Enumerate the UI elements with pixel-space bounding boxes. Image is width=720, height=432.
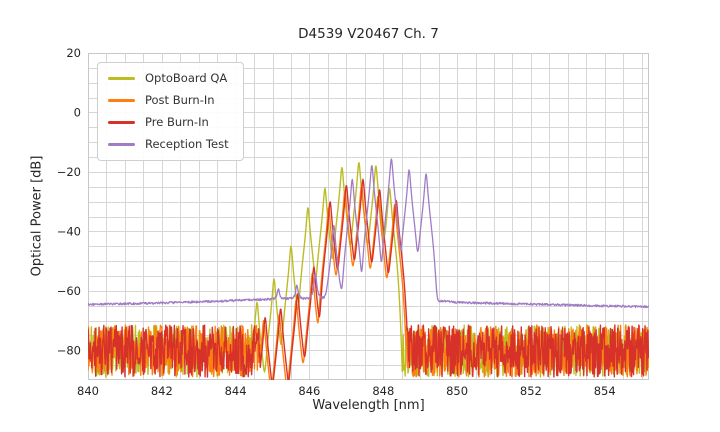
legend-line-swatch	[108, 143, 135, 146]
plot-border	[88, 53, 649, 380]
x-tick-label: 840	[77, 384, 99, 398]
tick-labels: 840 842 844 846 848 850 852 854 20 0 −20 −40 −60 −80	[57, 46, 616, 398]
x-tick-label: 852	[520, 384, 542, 398]
x-tick-label: 846	[298, 384, 320, 398]
legend-line-swatch	[108, 77, 135, 80]
legend-item-reception-test: Reception Test	[108, 136, 229, 153]
series-lines	[88, 158, 649, 380]
x-tick-label: 844	[225, 384, 247, 398]
y-tick-label: 20	[66, 46, 81, 60]
legend: OptoBoard QA Post Burn-In Pre Burn-In Re…	[97, 62, 244, 161]
x-tick-label: 848	[372, 384, 394, 398]
legend-line-swatch	[108, 121, 135, 124]
legend-item-pre-burn-in: Pre Burn-In	[108, 114, 229, 131]
x-tick-label: 850	[446, 384, 468, 398]
y-tick-label: −40	[57, 224, 81, 238]
x-axis-label: Wavelength [nm]	[312, 398, 425, 413]
y-tick-label: 0	[74, 106, 81, 120]
legend-label: OptoBoard QA	[145, 70, 228, 85]
y-tick-label: −60	[57, 284, 81, 298]
legend-item-post-burn-in: Post Burn-In	[108, 92, 229, 109]
y-tick-label: −20	[57, 165, 81, 179]
y-tick-label: −80	[57, 343, 81, 357]
x-tick-label: 842	[151, 384, 173, 398]
series-line-pre-burn-in	[88, 178, 649, 380]
legend-line-swatch	[108, 99, 135, 102]
x-tick-label: 854	[594, 384, 616, 398]
legend-label: Post Burn-In	[145, 92, 215, 107]
legend-label: Pre Burn-In	[145, 114, 209, 129]
legend-label: Reception Test	[145, 136, 229, 151]
series-line-reception-test	[88, 158, 649, 309]
y-axis-label: Optical Power [dB]	[29, 155, 45, 277]
legend-item-optoboard-qa: OptoBoard QA	[108, 70, 229, 87]
chart-title: D4539 V20467 Ch. 7	[298, 26, 439, 42]
